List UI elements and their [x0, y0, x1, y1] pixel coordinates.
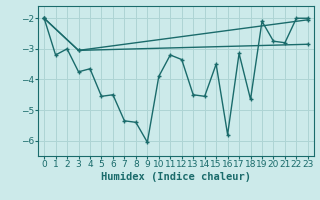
X-axis label: Humidex (Indice chaleur): Humidex (Indice chaleur) — [101, 172, 251, 182]
